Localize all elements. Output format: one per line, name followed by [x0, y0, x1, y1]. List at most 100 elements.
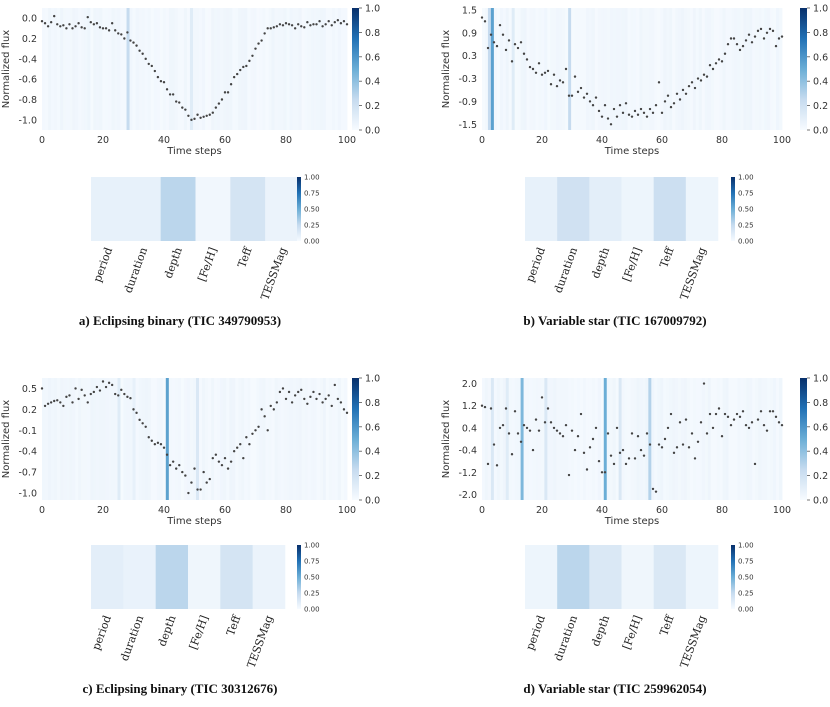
data-point: [699, 421, 703, 424]
data-point: [723, 52, 727, 55]
attention-cell: [168, 8, 173, 130]
data-point: [208, 113, 211, 116]
attention-cell: [211, 378, 215, 500]
data-point: [534, 71, 538, 75]
attention-cell: [208, 378, 212, 500]
y-axis-label: Normalized flux: [1, 30, 12, 109]
attention-cell: [651, 378, 655, 500]
data-point: [56, 23, 59, 26]
data-point: [40, 387, 44, 390]
x-tick-label: 0: [479, 135, 485, 146]
attention-cell: [265, 378, 269, 500]
data-point: [214, 453, 218, 456]
attention-cell: [574, 8, 578, 130]
data-point: [92, 390, 96, 394]
data-point: [543, 71, 547, 75]
attention-cell: [511, 8, 516, 130]
attention-cell: [87, 378, 91, 500]
attention-cell: [189, 378, 194, 500]
data-point: [765, 31, 769, 34]
attention-cell: [547, 8, 551, 130]
data-point: [62, 404, 65, 408]
data-point: [297, 23, 300, 26]
attention-cell: [301, 378, 306, 500]
data-point: [579, 86, 583, 90]
attention-cell: [615, 8, 620, 130]
attention-cell: [241, 8, 245, 130]
attribute-colorbar-tick-label: 0.25: [738, 222, 754, 230]
attention-cell: [764, 8, 768, 130]
attention-cell: [562, 378, 566, 500]
colorbar-tick-label: 0.0: [813, 126, 828, 137]
attention-cell: [111, 8, 115, 130]
data-point: [489, 33, 493, 36]
data-point: [281, 24, 285, 27]
attention-cell: [42, 8, 46, 130]
attention-cell: [174, 378, 179, 500]
data-point: [618, 104, 622, 107]
attention-cell: [340, 378, 345, 500]
attribute-cell: [589, 545, 622, 609]
data-point: [260, 39, 263, 42]
data-point: [606, 117, 610, 120]
data-point: [196, 488, 199, 491]
data-point: [639, 107, 643, 111]
data-point: [95, 385, 99, 389]
data-point: [705, 75, 709, 78]
attention-cell: [577, 8, 581, 130]
attribute-cell: [125, 177, 161, 241]
x-tick-label: 40: [596, 505, 608, 516]
data-point: [597, 109, 601, 113]
data-point: [675, 92, 679, 95]
data-point: [168, 93, 172, 96]
attention-cell: [69, 8, 73, 130]
attention-cell: [81, 8, 85, 130]
attention-cell: [553, 8, 557, 130]
attention-cell: [743, 378, 747, 500]
attention-cell: [289, 378, 294, 500]
attention-cell: [728, 378, 732, 500]
attention-cell: [597, 8, 602, 130]
data-point: [333, 383, 336, 387]
attention-cell: [505, 8, 510, 130]
data-point: [606, 432, 610, 435]
panel-caption: d) Variable star (TIC 259962054): [523, 681, 706, 696]
data-point: [696, 77, 700, 80]
y-tick-label: 2.0: [462, 379, 477, 390]
data-point: [774, 415, 778, 419]
data-point: [245, 436, 248, 439]
attention-cell: [147, 378, 152, 500]
attention-cell: [295, 8, 300, 130]
data-point: [519, 41, 523, 44]
attention-cell: [627, 378, 631, 500]
data-point: [522, 52, 526, 55]
attention-cell: [322, 8, 327, 130]
attention-cell: [568, 378, 572, 500]
attention-cell: [612, 8, 617, 130]
attention-cell: [105, 378, 109, 500]
data-point: [642, 111, 646, 115]
attention-cell: [262, 8, 266, 130]
data-point: [168, 463, 172, 467]
attribute-label: Teff: [657, 244, 677, 269]
attention-cell: [571, 378, 575, 500]
attribute-label: depth: [589, 614, 612, 649]
data-point: [126, 395, 129, 399]
attention-cell: [660, 378, 664, 500]
attention-cell: [600, 378, 605, 500]
attribute-cell: [621, 545, 654, 609]
attention-cell: [574, 378, 578, 500]
attention-cell: [520, 8, 524, 130]
data-point: [648, 107, 652, 111]
attribute-label: period: [523, 614, 548, 652]
data-point: [684, 418, 688, 421]
attention-cell: [520, 378, 524, 500]
attention-cell: [562, 8, 566, 130]
data-point: [747, 33, 751, 36]
attention-cell: [523, 378, 527, 500]
attention-cell: [499, 378, 504, 500]
data-point: [660, 446, 664, 449]
attention-cell: [746, 8, 750, 130]
data-point: [549, 421, 553, 424]
data-point: [543, 421, 547, 424]
